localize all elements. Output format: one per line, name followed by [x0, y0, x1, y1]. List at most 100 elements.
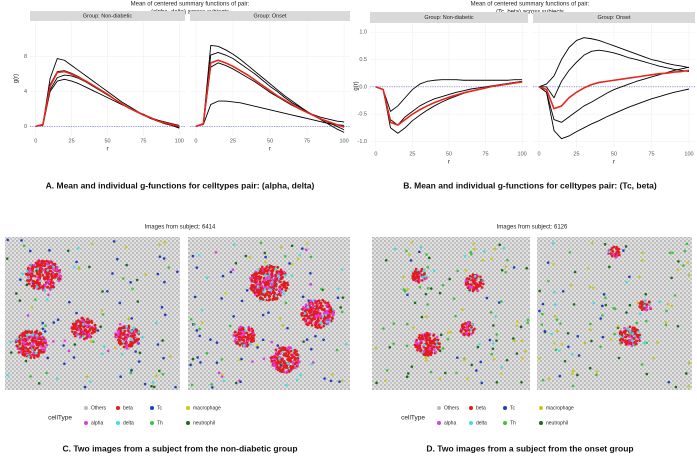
cell-dot [289, 349, 293, 353]
cell-dot [63, 362, 66, 366]
cell-dot [273, 359, 276, 362]
cell-dot [638, 275, 642, 279]
cell-dot [473, 282, 476, 285]
cell-dot [638, 312, 642, 315]
cell-dot [130, 317, 134, 320]
image-title: Images from subject: 6126 [497, 225, 568, 231]
cell-dot [279, 277, 283, 280]
cell-dot [319, 303, 323, 307]
cell-dot [250, 279, 254, 283]
caption: A. Mean and individual g-functions for c… [46, 180, 315, 190]
cell-dot [263, 274, 267, 277]
cell-dot [27, 330, 31, 333]
cell-dot [309, 302, 313, 306]
cell-dot [279, 280, 282, 284]
cell-dot [632, 337, 636, 340]
cell-dot [259, 241, 263, 245]
cell-dot [384, 379, 387, 382]
cell-dot [55, 275, 58, 278]
cell-dot [261, 265, 264, 269]
cell-dot [270, 280, 274, 284]
cell-dot [658, 300, 661, 304]
cell-dot [71, 330, 74, 333]
cell-dot [571, 384, 575, 388]
cell-dot [96, 329, 100, 332]
cell-dot [426, 303, 429, 306]
y-tick-label: 0.0 [359, 84, 367, 90]
facet-label: Group: Non-diabetic [424, 15, 473, 21]
facet-strip [533, 12, 695, 23]
cell-dot [416, 345, 420, 349]
cell-dot [467, 321, 470, 325]
cell-dot [201, 321, 204, 325]
cell-dot [26, 343, 30, 346]
cell-dot [319, 315, 323, 318]
cell-dot [464, 329, 467, 332]
cell-dot [265, 269, 269, 273]
cell-dot [251, 330, 254, 334]
cell-dot [612, 245, 616, 249]
cell-dot [242, 333, 246, 336]
cell-dot [234, 337, 238, 341]
cell-dot [425, 341, 428, 344]
cell-dot [189, 317, 193, 321]
cell-dot [157, 369, 161, 373]
cell-dot [46, 356, 50, 360]
cell-dot [643, 300, 647, 303]
cell-dot [470, 286, 474, 289]
legend-label: macrophage [193, 405, 221, 411]
cell-dot [34, 352, 37, 355]
cell-dot [462, 332, 466, 336]
cell-dot [300, 313, 303, 317]
cell-dot [493, 247, 497, 251]
cell-dot [434, 350, 437, 354]
series-line [539, 49, 690, 99]
cell-dot [624, 339, 627, 342]
cell-dot [426, 354, 430, 357]
cell-dot [106, 349, 110, 353]
cell-dot [317, 299, 321, 302]
legend-label: macrophage [546, 405, 574, 411]
cell-dot [652, 356, 655, 360]
cell-dot [38, 283, 41, 286]
cell-dot [237, 335, 241, 339]
cell-dot [623, 330, 626, 333]
cell-dot [119, 328, 122, 332]
cell-dot [81, 319, 84, 323]
cell-dot [41, 321, 45, 325]
cell-dot [220, 375, 224, 378]
cell-dot [328, 314, 331, 318]
cell-dot [656, 341, 659, 344]
cell-dot [33, 336, 36, 339]
cell-dot [43, 330, 47, 333]
cell-dot [427, 350, 431, 353]
cell-dot [36, 346, 39, 349]
cell-dot [281, 272, 284, 275]
cell-dot [429, 370, 433, 374]
cell-dot [434, 340, 438, 344]
x-tick-label: 50 [104, 138, 110, 144]
cell-dot [66, 249, 70, 253]
cell-dot [26, 349, 29, 353]
cell-dot [263, 287, 267, 291]
cell-dot [279, 291, 283, 294]
cell-dot [116, 329, 120, 333]
cell-dot [122, 331, 125, 335]
cell-dot [304, 248, 308, 252]
cell-dot [541, 302, 545, 306]
cell-dot [133, 333, 137, 337]
cell-dot [101, 352, 104, 356]
cell-dot [464, 279, 468, 282]
x-axis-label: r [269, 147, 271, 153]
cell-dot [217, 371, 221, 375]
cell-dot [31, 264, 34, 268]
x-tick-label: 50 [611, 151, 617, 157]
cell-dot [500, 268, 504, 272]
cell-dot [20, 239, 23, 242]
cell-dot [286, 358, 289, 361]
cell-dot [289, 360, 293, 363]
cell-dot [10, 351, 13, 354]
x-tick-label: 0 [537, 151, 540, 157]
cell-dot [278, 357, 281, 360]
cell-dot [211, 386, 214, 389]
